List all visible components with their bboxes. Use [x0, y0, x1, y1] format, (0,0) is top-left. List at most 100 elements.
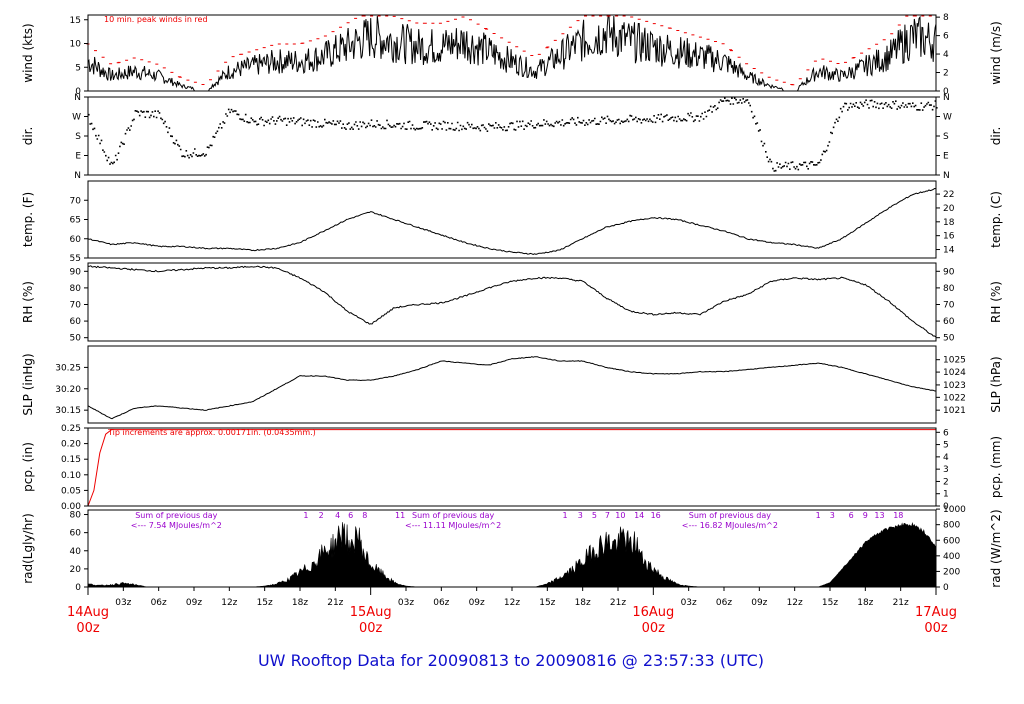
rad-peak-hour-label: 4 [335, 511, 340, 520]
rad-series [87, 521, 937, 588]
panel-pcp: Tip increments are approx. 0.00171in. (0… [21, 424, 1003, 512]
wind-right-tick-label: 6 [943, 32, 949, 42]
dir-right-tick-label: N [943, 171, 950, 181]
rad-left-tick-label: 0 [75, 583, 81, 593]
rad-peak-hour-label: 1 [303, 511, 308, 520]
dir-right-tick-label: E [943, 152, 949, 162]
pcp-right-tick-label: 1 [943, 490, 949, 500]
rh-ylabel-right: RH (%) [989, 281, 1003, 323]
rad-peak-hour-label: 5 [592, 511, 597, 520]
dir-left-tick-label: N [74, 93, 81, 103]
rad-peak-hour-label: 3 [830, 511, 835, 520]
pcp-ylabel-right: pcp. (mm) [989, 436, 1003, 498]
pcp-plot-frame [87, 427, 937, 507]
x-hour-label: 09z [751, 598, 767, 608]
rad-sum-note-title: Sum of previous day [689, 511, 771, 520]
slp-series-line [87, 356, 937, 420]
x-hour-label: 15z [257, 598, 273, 608]
wind-series-line [87, 15, 937, 92]
wind-right-tick-label: 8 [943, 13, 949, 23]
rad-peak-hour-label: 14 [634, 511, 644, 520]
rad-peak-hour-label: 10 [615, 511, 625, 520]
slp-ylabel-left: SLP (inHg) [21, 353, 35, 415]
rad-peak-hour-label: 3 [578, 511, 583, 520]
x-hour-label: 18z [292, 598, 308, 608]
rad-series-area [87, 521, 937, 588]
rad-sum-note-title: Sum of previous day [412, 511, 494, 520]
x-hour-label: 06z [433, 598, 449, 608]
x-hour-label: 03z [398, 598, 414, 608]
x-day-date-label: 14Aug [67, 605, 109, 620]
slp-left-tick-label: 30.25 [55, 363, 81, 373]
rad-right-tick-label: 800 [943, 521, 960, 531]
x-hour-label: 15z [822, 598, 838, 608]
rad-peak-hour-label: 1 [816, 511, 821, 520]
dir-left-tick-label: E [75, 152, 81, 162]
pcp-series-line [87, 429, 936, 507]
x-day-date-label: 15Aug [350, 605, 392, 620]
x-hour-label: 09z [469, 598, 485, 608]
temp-series-line [87, 187, 937, 255]
slp-left-tick-label: 30.20 [55, 385, 81, 395]
pcp-left-tick-label: 0.10 [61, 471, 81, 481]
x-hour-label: 15z [539, 598, 555, 608]
pcp-right-tick-label: 0 [943, 502, 949, 512]
wind-ylabel-right: wind (m/s) [989, 21, 1003, 85]
wind-ylabel-left: wind (kts) [21, 23, 35, 82]
rh-left-tick-label: 60 [70, 317, 82, 327]
rad-peak-hour-label: 9 [863, 511, 868, 520]
x-hour-label: 21z [327, 598, 343, 608]
slp-ylabel-right: SLP (hPa) [989, 356, 1003, 412]
rad-peak-hour-label: 1 [562, 511, 567, 520]
x-day-time-label: 00z [359, 621, 383, 636]
temp-right-tick-label: 18 [943, 218, 955, 228]
panels: 10 min. peak winds in red05101502468wind… [21, 13, 1003, 593]
dir-right-tick-label: N [943, 93, 950, 103]
x-hour-label: 18z [857, 598, 873, 608]
rad-peak-hour-label: 16 [651, 511, 661, 520]
temp-right-tick-label: 14 [943, 246, 955, 256]
rad-left-tick-label: 40 [70, 547, 82, 557]
wind-peak-marks [86, 15, 932, 86]
rad-sum-note-title: Sum of previous day [135, 511, 217, 520]
pcp-right-tick-label: 4 [943, 453, 949, 463]
wind-left-tick-label: 5 [75, 63, 81, 73]
slp-right-tick-label: 1024 [943, 368, 966, 378]
rad-peak-hour-label: 7 [605, 511, 610, 520]
wind-right-tick-label: 2 [943, 69, 949, 79]
rh-ylabel-left: RH (%) [21, 281, 35, 323]
x-hour-label: 06z [716, 598, 732, 608]
wind-left-tick-label: 0 [75, 87, 81, 97]
temp-right-tick-label: 20 [943, 204, 955, 214]
rh-left-tick-label: 70 [70, 300, 82, 310]
dir-ylabel-left: dir. [21, 127, 35, 146]
x-day-time-label: 00z [76, 621, 100, 636]
rad-sum-note-value: <--- 7.54 MJoules/m^2 [131, 521, 222, 530]
dir-left-tick-label: N [74, 171, 81, 181]
pcp-ylabel-left: pcp. (in) [21, 442, 35, 492]
rad-right-tick-label: 1000 [943, 505, 966, 515]
wind-plot-frame [87, 14, 937, 92]
rad-peak-hour-label: 2 [319, 511, 324, 520]
slp-right-tick-label: 1023 [943, 381, 966, 391]
slp-plot-frame [87, 345, 937, 424]
slp-left-tick-label: 30.15 [55, 406, 81, 416]
rh-series-line [87, 265, 937, 338]
rad-ylabel-left: rad(Lgly/hr) [21, 513, 35, 584]
figure-title: UW Rooftop Data for 20090813 to 20090816… [258, 651, 764, 670]
rad-right-tick-label: 200 [943, 567, 960, 577]
dir-right-tick-label: S [943, 132, 949, 142]
temp-left-tick-label: 55 [70, 254, 81, 264]
slp-series [87, 356, 937, 420]
dir-left-tick-label: W [72, 113, 81, 123]
panel-slp: 30.15 30.20 30.25 1021 1022 1023 1024 1025 SLP (… [21, 345, 1003, 424]
wind-left-tick-label: 15 [70, 16, 81, 26]
rh-right-tick-label: 50 [943, 334, 955, 344]
rad-ylabel-right: rad (W/m^2) [989, 509, 1003, 587]
x-day-time-label: 00z [924, 621, 948, 636]
rad-peak-hour-label: 6 [849, 511, 854, 520]
slp-right-tick-label: 1025 [943, 356, 966, 366]
